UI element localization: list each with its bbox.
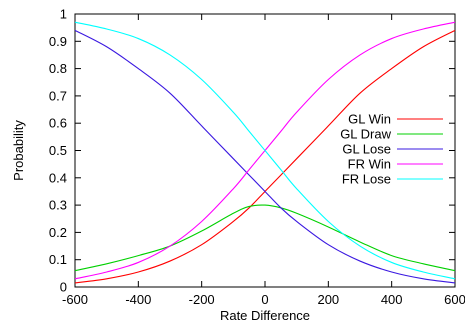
y-tick-label: 0.5 xyxy=(49,143,67,158)
series-line-fr-lose xyxy=(74,21,456,280)
series-line-gl-draw xyxy=(74,204,456,272)
y-tick-label: 0.7 xyxy=(49,88,67,103)
x-tick-label: 600 xyxy=(444,292,465,307)
legend-label-gl-lose: GL Lose xyxy=(342,142,391,157)
series-line-gl-win xyxy=(74,29,456,284)
y-tick-label: 1 xyxy=(60,7,67,22)
x-tick-label: -600 xyxy=(62,292,88,307)
axis-tick-labels: -600 -400 -200 0 200 400 600 0 0.1 0.2 0.3 0.4 0.5 0.… xyxy=(49,7,465,308)
y-tick-label: 0.8 xyxy=(49,61,67,76)
x-tick-label: 200 xyxy=(317,292,339,307)
legend-label-fr-lose: FR Lose xyxy=(342,172,391,187)
legend-label-gl-win: GL Win xyxy=(348,112,391,127)
y-tick-label: 0.6 xyxy=(49,116,67,131)
x-axis-title: Rate Difference xyxy=(220,308,310,323)
series-lines xyxy=(74,21,456,284)
x-tick-label: -200 xyxy=(189,292,215,307)
x-tick-label: 400 xyxy=(381,292,403,307)
legend-label-gl-draw: GL Draw xyxy=(340,127,391,142)
y-tick-label: 0.2 xyxy=(49,225,67,240)
y-tick-label: 0.1 xyxy=(49,252,67,267)
series-line-gl-lose xyxy=(74,29,456,284)
y-tick-label: 0 xyxy=(60,280,67,295)
x-tick-label: 0 xyxy=(261,292,268,307)
legend-label-fr-win: FR Win xyxy=(348,157,391,172)
axis-ticks xyxy=(74,13,456,288)
y-tick-label: 0.3 xyxy=(49,198,67,213)
y-axis-title: Probability xyxy=(11,120,26,181)
y-tick-label: 0.9 xyxy=(49,34,67,49)
x-tick-label: -400 xyxy=(125,292,151,307)
y-tick-label: 0.4 xyxy=(49,170,67,185)
